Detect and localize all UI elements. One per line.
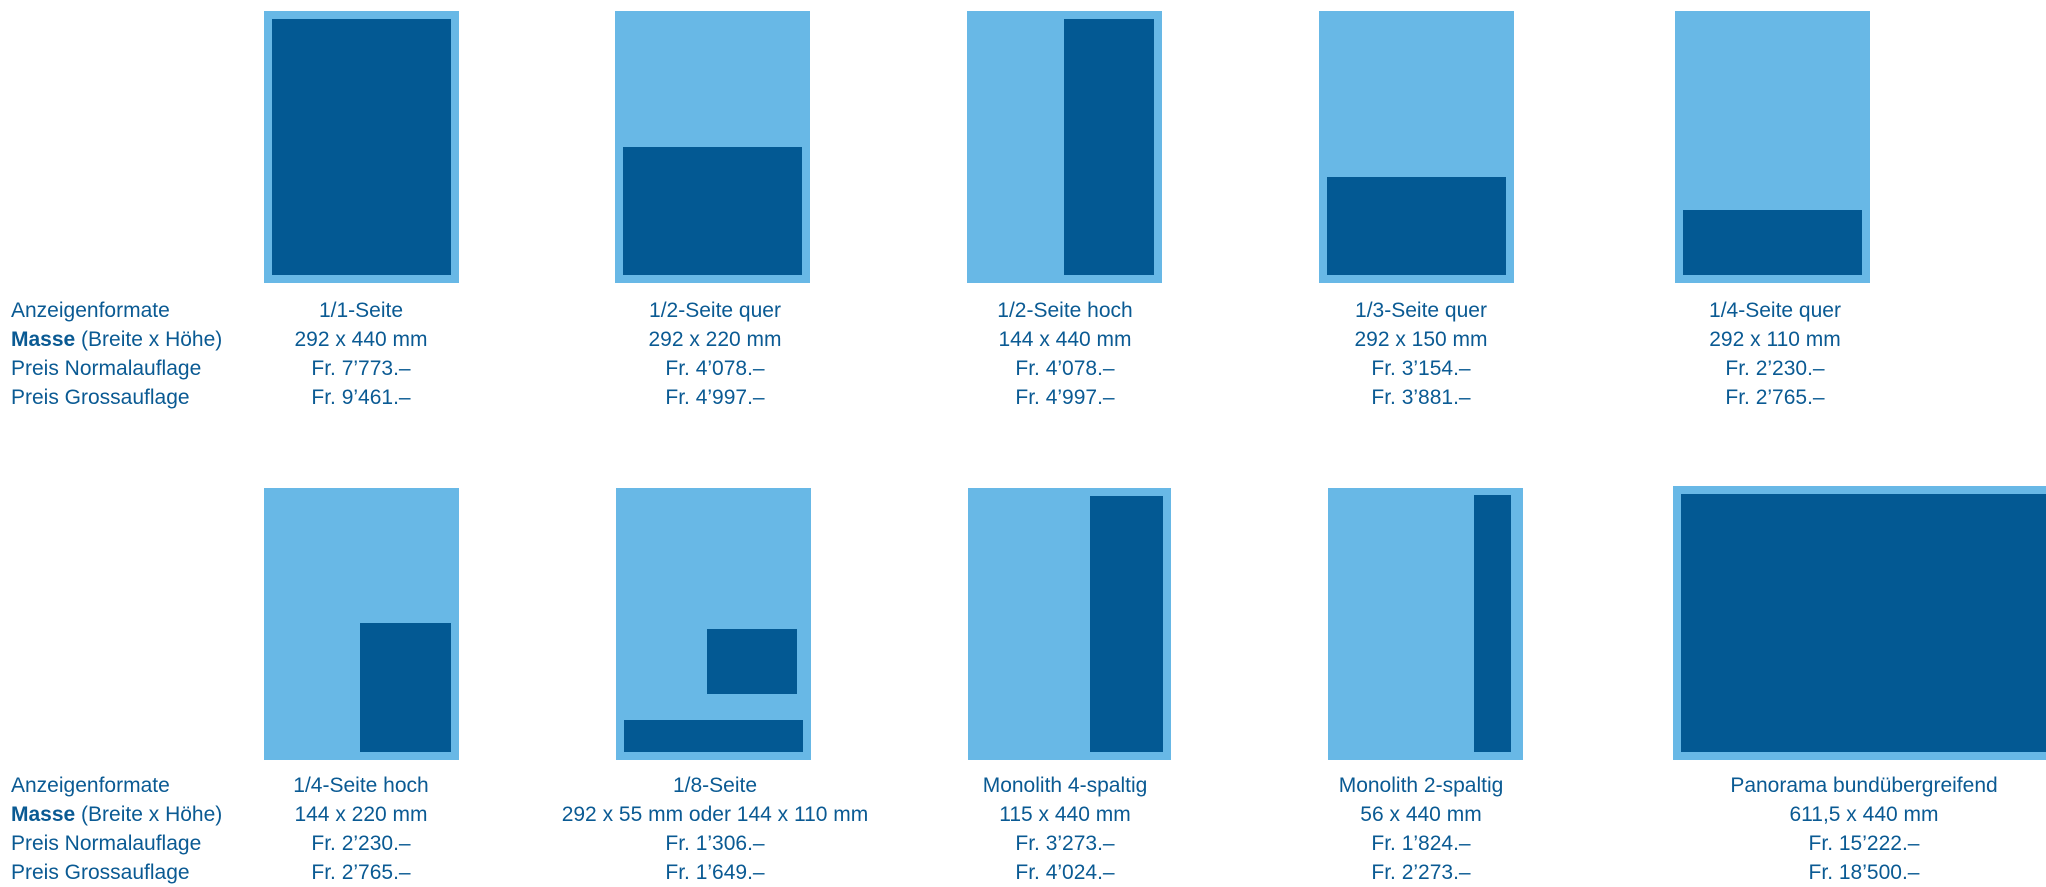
page-frame-1-4-hoch <box>264 488 459 760</box>
format-size: 292 x 55 mm oder 144 x 110 mm <box>561 803 869 826</box>
page-frame-panorama <box>1673 486 2046 760</box>
format-price-normal: Fr. 3’154.– <box>1371 357 1471 380</box>
format-size: 144 x 220 mm <box>294 803 428 826</box>
format-caption: Monolith 4-spaltig 115 x 440 mm Fr. 3’27… <box>983 771 1148 887</box>
format-price-large: Fr. 2’765.– <box>311 861 411 884</box>
ad-area-monolith-2 <box>1474 495 1511 752</box>
format-name: 1/2-Seite hoch <box>997 299 1133 322</box>
format-name: Panorama bundübergreifend <box>1730 774 1998 797</box>
ad-area-1-3-quer <box>1327 177 1506 275</box>
format-size: 292 x 440 mm <box>294 328 428 351</box>
format-caption: 1/4-Seite quer 292 x 110 mm Fr. 2’230.– … <box>1709 296 1841 412</box>
legend-price-large: Preis Grossauflage <box>11 861 190 884</box>
ad-area-1-8-quer <box>624 720 803 752</box>
format-price-normal: Fr. 2’230.– <box>311 832 411 855</box>
format-price-normal: Fr. 15’222.– <box>1808 832 1920 855</box>
format-price-large: Fr. 4’997.– <box>665 386 765 409</box>
ad-area-panorama <box>1681 494 2046 752</box>
format-caption: 1/3-Seite quer 292 x 150 mm Fr. 3’154.– … <box>1354 296 1487 412</box>
format-caption: 1/1-Seite 292 x 440 mm Fr. 7’773.– Fr. 9… <box>294 296 427 412</box>
ad-area-1-2-quer <box>623 147 802 275</box>
legend-price-large: Preis Grossauflage <box>11 386 190 409</box>
legend-price-normal: Preis Normalauflage <box>11 832 202 855</box>
format-caption: Monolith 2-spaltig 56 x 440 mm Fr. 1’824… <box>1339 771 1504 887</box>
format-price-normal: Fr. 4’078.– <box>1015 357 1115 380</box>
format-price-normal: Fr. 1’824.– <box>1371 832 1471 855</box>
format-name: Monolith 2-spaltig <box>1338 774 1504 797</box>
format-name: Monolith 4-spaltig <box>982 774 1148 797</box>
format-price-normal: Fr. 1’306.– <box>665 832 765 855</box>
format-price-normal: Fr. 2’230.– <box>1725 357 1825 380</box>
format-size: 292 x 220 mm <box>648 328 782 351</box>
legend-size-bold: Masse <box>11 328 76 351</box>
format-name: 1/2-Seite quer <box>649 299 781 322</box>
page-frame-monolith-4 <box>968 488 1171 760</box>
legend-size: Masse (Breite x Höhe) <box>11 325 222 354</box>
format-name: 1/4-Seite quer <box>1709 299 1841 322</box>
format-price-large: Fr. 1’649.– <box>665 861 765 884</box>
legend-format: Anzeigenformate <box>11 774 170 797</box>
format-name: 1/1-Seite <box>318 299 404 322</box>
page-frame-1-2-quer <box>615 11 810 283</box>
format-caption: 1/2-Seite quer 292 x 220 mm Fr. 4’078.– … <box>648 296 781 412</box>
legend-format: Anzeigenformate <box>11 299 170 322</box>
page-frame-1-2-hoch <box>967 11 1162 283</box>
format-caption: 1/2-Seite hoch 144 x 440 mm Fr. 4’078.– … <box>997 296 1132 412</box>
format-name: 1/8-Seite <box>672 774 758 797</box>
format-caption: 1/8-Seite 292 x 55 mm oder 144 x 110 mm … <box>562 771 869 887</box>
page-frame-1-1 <box>264 11 459 283</box>
legend-price-normal: Preis Normalauflage <box>11 357 202 380</box>
ad-area-1-4-quer <box>1683 210 1862 275</box>
legend-size: Masse (Breite x Höhe) <box>11 800 222 829</box>
format-price-large: Fr. 3’881.– <box>1371 386 1471 409</box>
page-frame-1-4-quer <box>1675 11 1870 283</box>
format-caption: Panorama bundübergreifend 611,5 x 440 mm… <box>1730 771 1997 887</box>
format-price-large: Fr. 2’273.– <box>1371 861 1471 884</box>
ad-area-1-1 <box>272 19 451 275</box>
format-price-large: Fr. 2’765.– <box>1725 386 1825 409</box>
format-price-large: Fr. 9’461.– <box>311 386 411 409</box>
ad-area-1-8-block <box>707 629 797 694</box>
format-size: 292 x 150 mm <box>1354 328 1488 351</box>
legend-size-rest: (Breite x Höhe) <box>75 803 223 826</box>
legend-size-rest: (Breite x Höhe) <box>75 328 223 351</box>
format-name: 1/4-Seite hoch <box>293 774 429 797</box>
format-price-large: Fr. 18’500.– <box>1808 861 1920 884</box>
format-size: 56 x 440 mm <box>1360 803 1482 826</box>
page-frame-1-8 <box>616 488 811 760</box>
format-price-normal: Fr. 3’273.– <box>1015 832 1115 855</box>
ad-area-monolith-4 <box>1090 496 1163 752</box>
page-frame-1-3-quer <box>1319 11 1514 283</box>
format-size: 292 x 110 mm <box>1709 328 1841 351</box>
format-price-large: Fr. 4’024.– <box>1015 861 1115 884</box>
legend-row-1: Anzeigenformate Masse (Breite x Höhe) Pr… <box>11 296 222 412</box>
legend-size-bold: Masse <box>11 803 76 826</box>
page-frame-monolith-2 <box>1328 488 1523 760</box>
format-size: 144 x 440 mm <box>998 328 1132 351</box>
legend-row-2: Anzeigenformate Masse (Breite x Höhe) Pr… <box>11 771 222 887</box>
ad-area-1-2-hoch <box>1064 19 1154 275</box>
format-size: 115 x 440 mm <box>999 803 1131 826</box>
format-caption: 1/4-Seite hoch 144 x 220 mm Fr. 2’230.– … <box>293 771 428 887</box>
format-size: 611,5 x 440 mm <box>1789 803 1939 826</box>
format-price-large: Fr. 4’997.– <box>1015 386 1115 409</box>
format-name: 1/3-Seite quer <box>1355 299 1487 322</box>
format-price-normal: Fr. 4’078.– <box>665 357 765 380</box>
ad-area-1-4-hoch <box>360 623 451 752</box>
format-price-normal: Fr. 7’773.– <box>311 357 411 380</box>
